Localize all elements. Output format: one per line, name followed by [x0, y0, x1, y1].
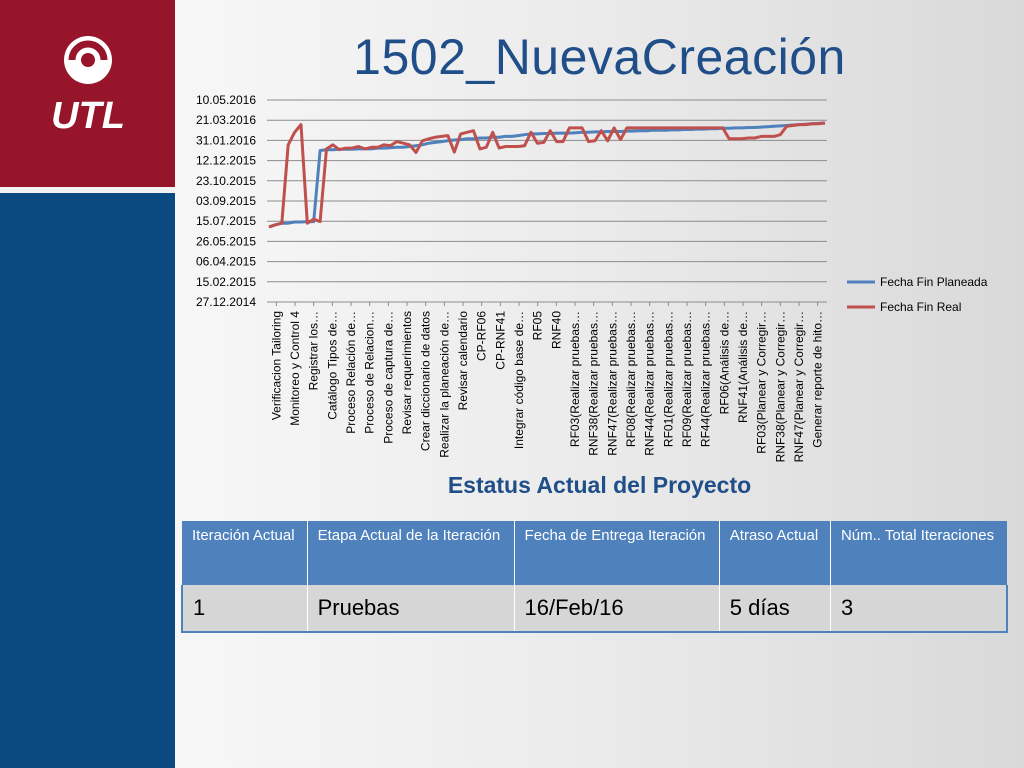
- x-tick-label: Realizar la planeación de…: [437, 311, 451, 458]
- cell-fecha-entrega: 16/Feb/16: [513, 585, 720, 633]
- x-tick-label: Verificacion Tailoring: [269, 311, 283, 420]
- x-axis-ticks: Verificacion Tailoring Monitoreo y Contro…: [269, 311, 824, 463]
- chart-legend: Fecha Fin Planeada Fecha Fin Real: [847, 275, 988, 314]
- header-fecha-entrega: Fecha de Entrega Iteración: [513, 521, 720, 585]
- header-etapa-actual: Etapa Actual de la Iteración: [306, 521, 515, 585]
- table-header-row: Iteración Actual Etapa Actual de la Iter…: [182, 521, 1007, 585]
- series-line-real: [268, 121, 826, 229]
- x-tick-label: RF03(Planear y Corregir…: [755, 311, 769, 454]
- x-tick-label: RNF44(Realizar pruebas…: [643, 311, 657, 456]
- x-tick-label: RF44(Realizar pruebas…: [699, 311, 713, 447]
- x-tick-label: Proceso de Relacion…: [363, 311, 377, 434]
- x-tick-label: Registrar los…: [307, 311, 321, 390]
- x-tick-label: RF06(Análisis de…: [717, 311, 731, 414]
- x-tick-label: RF08(Realizar pruebas…: [624, 311, 638, 447]
- page-title: 1502_NuevaCreación: [353, 29, 846, 85]
- x-tick-label: RNF40: [549, 311, 563, 349]
- line-chart: 27.12.2014 15.02.2015 06.04.2015 26.05.2015…: [196, 93, 988, 463]
- y-tick-label: 12.12.2015: [196, 154, 256, 168]
- cell-atraso-actual: 5 días: [718, 585, 831, 633]
- chart-series: [268, 121, 826, 229]
- utl-logo: UTL: [51, 36, 125, 137]
- x-tick-label: RNF38(Realizar pruebas…: [587, 311, 601, 456]
- section-title: Estatus Actual del Proyecto: [447, 472, 752, 498]
- y-tick-label: 26.05.2015: [196, 234, 256, 248]
- x-tick-label: RNF41(Análisis de…: [736, 311, 750, 423]
- sidebar-top-panel: [0, 0, 175, 187]
- header-atraso-actual: Atraso Actual: [718, 521, 831, 585]
- y-tick-label: 15.02.2015: [196, 275, 256, 289]
- legend-label-real: Fecha Fin Real: [880, 300, 961, 314]
- x-tick-label: Proceso de captura de…: [381, 311, 395, 444]
- cell-etapa-actual: Pruebas: [306, 585, 515, 633]
- x-tick-label: Generar reporte de hito…: [811, 311, 825, 448]
- y-tick-label: 21.03.2016: [196, 113, 256, 127]
- sidebar-bottom-panel: [0, 193, 175, 768]
- y-tick-label: 23.10.2015: [196, 174, 256, 188]
- sidebar-divider: [0, 187, 175, 193]
- x-tick-label: Integrar código base de…: [512, 311, 526, 449]
- x-tick-label: Proceso Relación de…: [344, 311, 358, 434]
- y-tick-label: 06.04.2015: [196, 255, 256, 269]
- status-table: Iteración Actual Etapa Actual de la Iter…: [180, 521, 1008, 633]
- x-tick-label: Revisar calendario: [456, 311, 470, 411]
- x-tick-label: RF03(Realizar pruebas…: [568, 311, 582, 447]
- y-tick-label: 15.07.2015: [196, 214, 256, 228]
- x-tick-label: Crear diccionario de datos: [419, 311, 433, 451]
- y-tick-label: 03.09.2015: [196, 194, 256, 208]
- table-row: 1 Pruebas 16/Feb/16 5 días 3: [180, 585, 1008, 633]
- x-tick-label: Catálogo Tipos de…: [325, 311, 339, 420]
- cell-iteracion-actual: 1: [180, 585, 308, 633]
- x-tick-label: RF05: [531, 311, 545, 341]
- x-tick-label: CP-RNF41: [493, 311, 507, 370]
- x-tick-label: RNF47(Realizar pruebas…: [605, 311, 619, 456]
- x-tick-label: RF01(Realizar pruebas…: [661, 311, 675, 447]
- slide-main: 1502_NuevaCreación 27.12.2014 15.02.2015 0…: [175, 0, 1024, 768]
- x-tick-label: RNF47(Planear y Corregir…: [792, 311, 806, 462]
- header-total-iteraciones: Núm.. Total Iteraciones: [829, 521, 1007, 585]
- legend-label-planeada: Fecha Fin Planeada: [880, 275, 988, 289]
- header-iteracion-actual: Iteración Actual: [182, 521, 308, 585]
- logo-text: UTL: [51, 95, 125, 137]
- y-tick-label: 31.01.2016: [196, 133, 256, 147]
- y-tick-label: 10.05.2016: [196, 93, 256, 107]
- chart-grid: [267, 99, 827, 306]
- x-tick-label: Monitoreo y Control 4: [288, 311, 302, 426]
- x-tick-label: Revisar requerimientos: [400, 311, 414, 434]
- y-tick-label: 27.12.2014: [196, 295, 256, 309]
- y-axis-ticks: 27.12.2014 15.02.2015 06.04.2015 26.05.2015…: [196, 93, 256, 309]
- x-tick-label: CP-RF06: [475, 311, 489, 361]
- cell-total-iteraciones: 3: [829, 585, 1008, 633]
- x-tick-label: RNF38(Planear y Corregir…: [773, 311, 787, 462]
- x-tick-label: RF09(Realizar pruebas…: [680, 311, 694, 447]
